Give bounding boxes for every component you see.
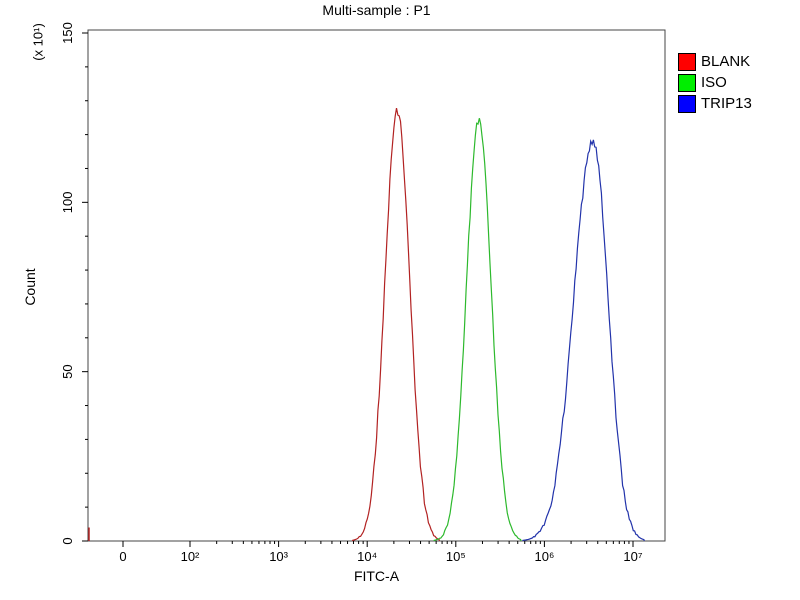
legend-swatch-trip13 xyxy=(678,95,696,113)
legend-label-iso: ISO xyxy=(701,74,727,91)
plot-border xyxy=(87,29,666,542)
y-tick-label: 100 xyxy=(60,191,75,213)
legend-swatch-blank xyxy=(678,53,696,71)
y-tick-label: 0 xyxy=(60,537,75,544)
x-tick-label: 10⁶ xyxy=(534,549,554,564)
chart-title: Multi-sample : P1 xyxy=(322,2,431,18)
x-tick-label: 10⁵ xyxy=(446,549,466,564)
series-curve-iso xyxy=(433,118,522,541)
legend-item-blank: BLANK xyxy=(678,53,752,71)
series-curve-blank xyxy=(352,107,441,541)
legend-label-trip13: TRIP13 xyxy=(701,95,752,112)
x-tick-label: 10² xyxy=(181,549,200,564)
x-tick-label: 10⁴ xyxy=(357,549,377,564)
y-tick-label: 50 xyxy=(60,364,75,378)
x-axis-label: FITC-A xyxy=(353,568,400,584)
x-tick-label: 10³ xyxy=(269,549,288,564)
legend-item-iso: ISO xyxy=(678,74,752,92)
x-tick-label: 0 xyxy=(119,549,126,564)
legend-label-blank: BLANK xyxy=(701,53,751,70)
legend: BLANK ISO TRIP13 xyxy=(678,53,752,116)
legend-item-trip13: TRIP13 xyxy=(678,95,752,113)
y-tick-label: 150 xyxy=(60,22,75,44)
x-tick-label: 10⁷ xyxy=(623,549,642,564)
series-curves xyxy=(88,107,645,541)
legend-swatch-iso xyxy=(678,74,696,92)
series-curve-trip13 xyxy=(522,138,645,541)
